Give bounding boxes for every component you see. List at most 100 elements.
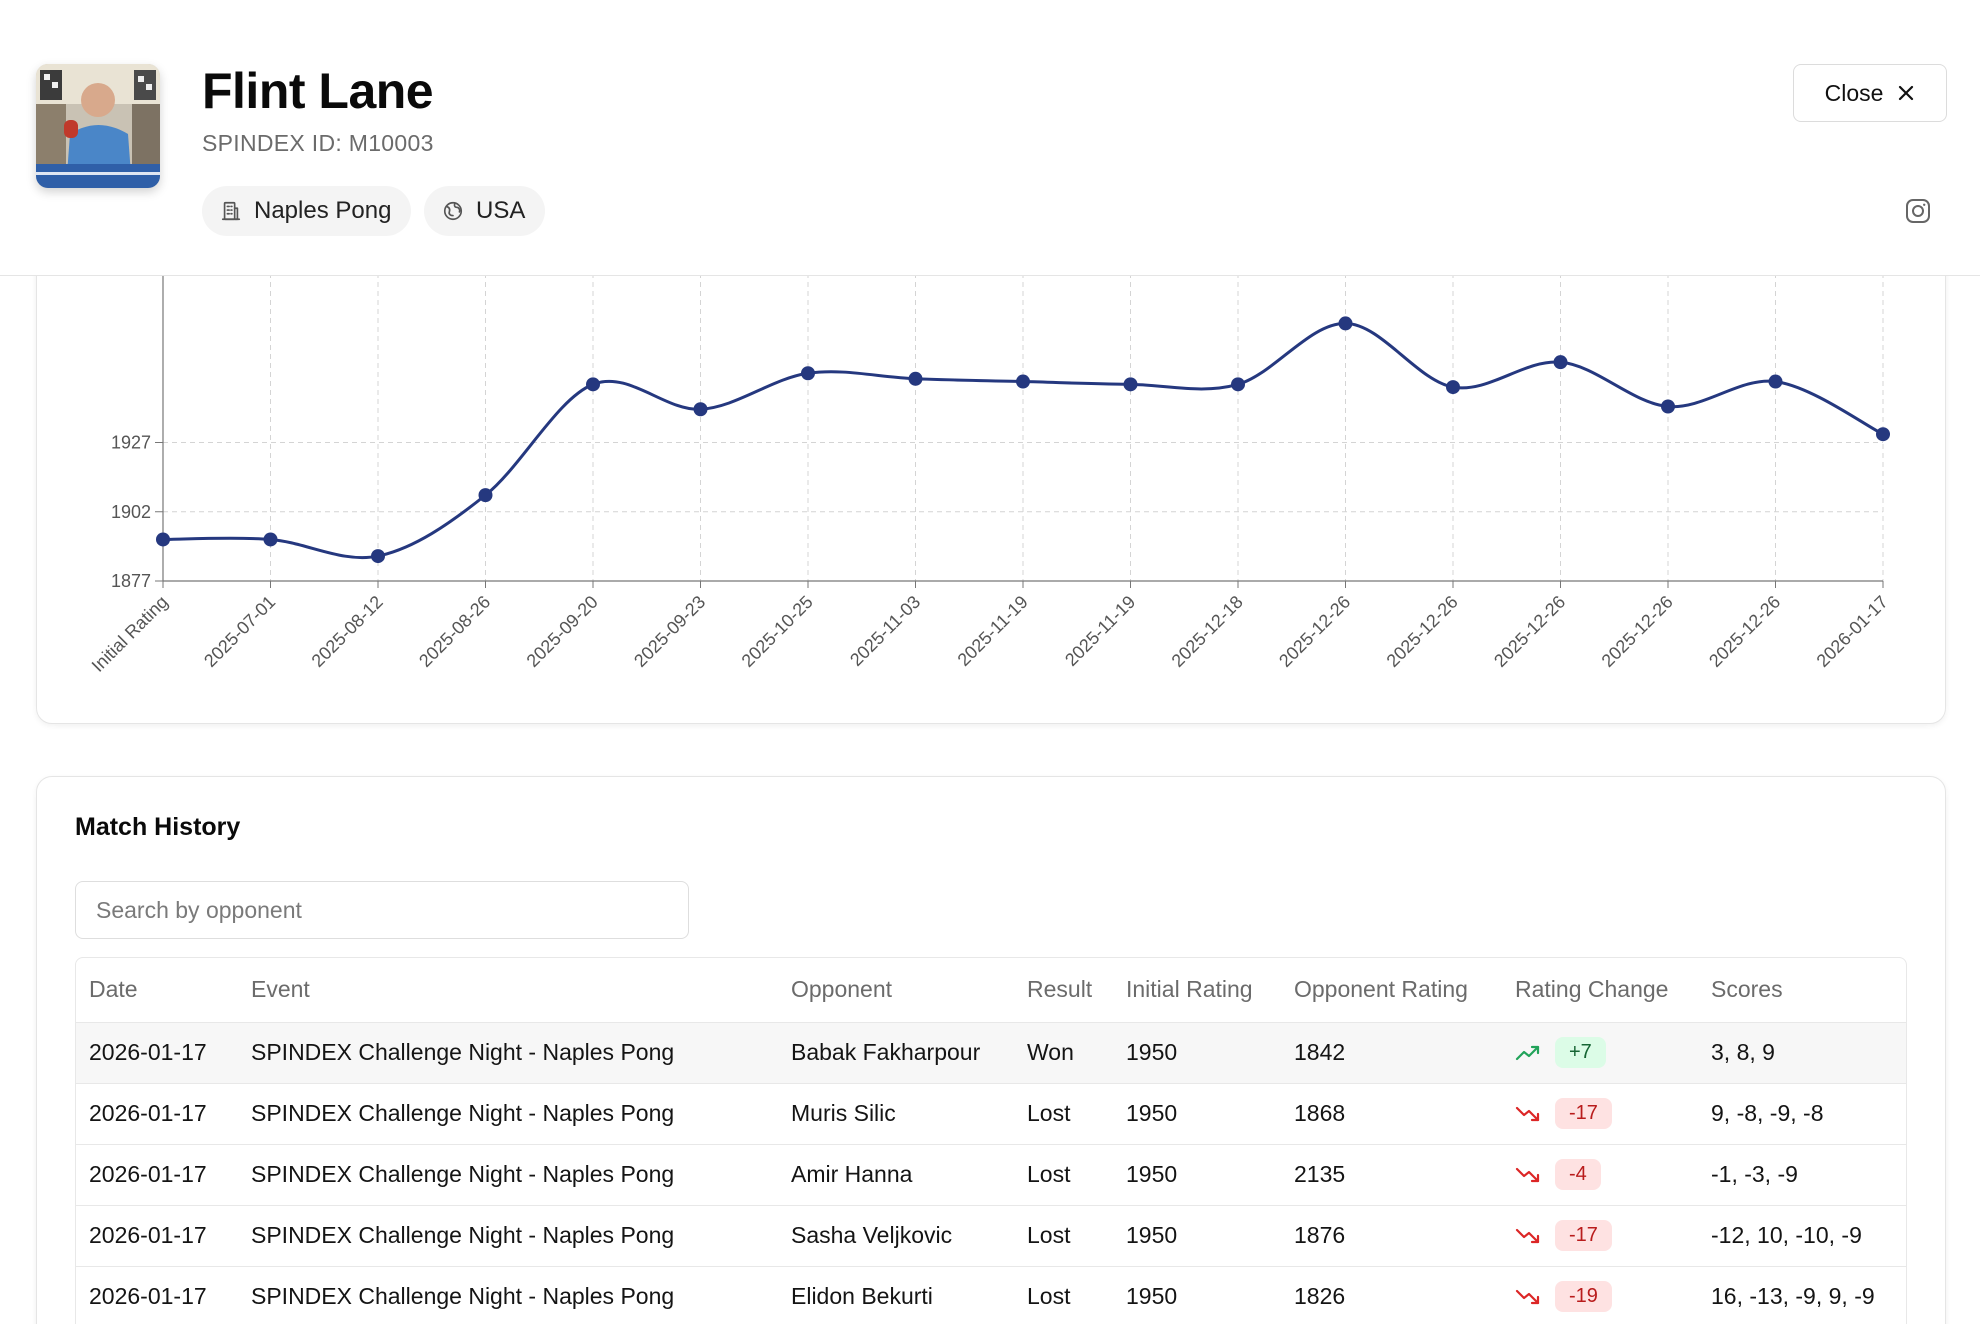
cell-opponent-rating: 2135: [1281, 1144, 1502, 1206]
cell-opponent: Babak Fakharpour: [778, 1022, 1014, 1084]
column-header-scores[interactable]: Scores: [1698, 958, 1906, 1023]
rating-data-point: [1446, 380, 1460, 395]
x-tick-label: 2025-12-26: [1383, 592, 1462, 671]
match-history-table-wrap: Date Event Opponent Result Initial Ratin…: [75, 957, 1907, 1324]
cell-event: SPINDEX Challenge Night - Naples Pong: [238, 1022, 778, 1084]
x-tick-label: 2025-12-26: [1275, 592, 1354, 671]
column-header-opponent[interactable]: Opponent: [778, 958, 1014, 1023]
instagram-icon[interactable]: [1903, 196, 1933, 226]
cell-opponent-rating: 1826: [1281, 1266, 1502, 1324]
cell-scores: -1, -3, -9: [1698, 1144, 1906, 1206]
trending-up-icon: [1515, 1045, 1540, 1060]
cell-result: Lost: [1014, 1144, 1113, 1206]
rating-data-point: [478, 488, 493, 503]
player-name: Flint Lane: [202, 63, 434, 119]
table-row[interactable]: 2026-01-17 SPINDEX Challenge Night - Napl…: [76, 1022, 1906, 1084]
rating-data-point: [1123, 377, 1138, 392]
rating-data-point: [1338, 316, 1353, 331]
cell-opponent-rating: 1868: [1281, 1083, 1502, 1145]
cell-opponent: Muris Silic: [778, 1083, 1014, 1145]
column-header-rating-change[interactable]: Rating Change: [1502, 958, 1698, 1023]
y-tick-label: 1877: [111, 571, 151, 591]
x-tick-label: 2025-11-19: [954, 592, 1032, 670]
cell-result: Lost: [1014, 1266, 1113, 1324]
close-icon: [1899, 85, 1914, 101]
cell-event: SPINDEX Challenge Night - Naples Pong: [238, 1266, 778, 1324]
cell-event: SPINDEX Challenge Night - Naples Pong: [238, 1205, 778, 1267]
club-chip[interactable]: Naples Pong: [202, 186, 412, 236]
rating-data-point: [1016, 374, 1030, 389]
table-row[interactable]: 2026-01-17 SPINDEX Challenge Night - Napl…: [76, 1266, 1906, 1324]
globe-icon: [443, 201, 463, 221]
column-header-opponent-rating[interactable]: Opponent Rating: [1281, 958, 1502, 1023]
x-tick-label: 2025-08-12: [308, 592, 387, 671]
cell-scores: 9, -8, -9, -8: [1698, 1083, 1906, 1145]
opponent-search-input[interactable]: [75, 881, 689, 939]
y-tick-label: 1902: [111, 502, 151, 522]
trending-down-icon: [1515, 1228, 1540, 1243]
x-tick-label: 2025-09-20: [523, 592, 602, 671]
rating-change-badge: -4: [1555, 1159, 1601, 1190]
x-tick-label: 2025-11-19: [1061, 592, 1139, 670]
club-label: Naples Pong: [254, 197, 392, 224]
table-row[interactable]: 2026-01-17 SPINDEX Challenge Night - Napl…: [76, 1144, 1906, 1206]
table-header-row: Date Event Opponent Result Initial Ratin…: [76, 958, 1906, 1023]
rating-change-badge: +7: [1555, 1037, 1606, 1068]
rating-change-badge: -19: [1555, 1281, 1612, 1312]
x-tick-label: 2025-10-25: [738, 592, 817, 671]
cell-date: 2026-01-17: [76, 1083, 238, 1145]
cell-initial-rating: 1950: [1113, 1266, 1281, 1324]
cell-date: 2026-01-17: [76, 1266, 238, 1324]
cell-date: 2026-01-17: [76, 1205, 238, 1267]
column-header-event[interactable]: Event: [238, 958, 778, 1023]
rating-data-point: [801, 366, 815, 381]
x-tick-label: 2025-07-01: [200, 592, 279, 671]
column-header-initial-rating[interactable]: Initial Rating: [1113, 958, 1281, 1023]
x-tick-label: 2025-08-26: [415, 592, 494, 671]
x-tick-label: 2025-09-23: [630, 592, 709, 671]
rating-data-point: [1661, 399, 1675, 414]
cell-scores: 16, -13, -9, 9, -9: [1698, 1266, 1906, 1324]
rating-data-point: [156, 532, 170, 547]
rating-chart-card: 1877 1902 1927 Initial Rating 2025-07-01 2025…: [36, 200, 1946, 724]
cell-rating-change: +7: [1502, 1022, 1698, 1084]
match-history-card: Match History Date Event Opponent Result…: [36, 776, 1946, 1324]
building-icon: [221, 201, 241, 221]
cell-opponent: Elidon Bekurti: [778, 1266, 1014, 1324]
rating-data-point: [1768, 374, 1783, 389]
cell-opponent-rating: 1876: [1281, 1205, 1502, 1267]
rating-history-chart: 1877 1902 1927 Initial Rating 2025-07-01 2025…: [88, 201, 1892, 676]
table-row[interactable]: 2026-01-17 SPINDEX Challenge Night - Napl…: [76, 1205, 1906, 1267]
match-history-title: Match History: [75, 813, 241, 841]
table-row[interactable]: 2026-01-17 SPINDEX Challenge Night - Napl…: [76, 1083, 1906, 1145]
cell-initial-rating: 1950: [1113, 1022, 1281, 1084]
country-label: USA: [476, 197, 526, 224]
rating-data-point: [1231, 377, 1245, 392]
cell-rating-change: -19: [1502, 1266, 1698, 1324]
column-header-date[interactable]: Date: [76, 958, 238, 1023]
cell-event: SPINDEX Challenge Night - Naples Pong: [238, 1144, 778, 1206]
rating-data-point: [908, 371, 923, 386]
cell-date: 2026-01-17: [76, 1144, 238, 1206]
player-spindex-id: SPINDEX ID: M10003: [202, 130, 434, 156]
y-tick-label: 1927: [111, 433, 151, 453]
trending-down-icon: [1515, 1289, 1540, 1304]
column-header-result[interactable]: Result: [1014, 958, 1113, 1023]
x-tick-label: 2025-11-03: [846, 592, 924, 670]
cell-opponent: Amir Hanna: [778, 1144, 1014, 1206]
country-chip[interactable]: USA: [424, 186, 546, 236]
cell-initial-rating: 1950: [1113, 1144, 1281, 1206]
x-tick-label: Initial Rating: [88, 592, 172, 676]
cell-event: SPINDEX Challenge Night - Naples Pong: [238, 1083, 778, 1145]
close-label: Close: [1824, 79, 1884, 106]
close-button[interactable]: Close: [1793, 64, 1947, 122]
cell-initial-rating: 1950: [1113, 1205, 1281, 1267]
rating-data-point: [693, 402, 708, 417]
cell-initial-rating: 1950: [1113, 1083, 1281, 1145]
rating-data-point: [371, 549, 385, 564]
cell-opponent: Sasha Veljkovic: [778, 1205, 1014, 1267]
trending-down-icon: [1515, 1167, 1540, 1182]
rating-change-badge: -17: [1555, 1220, 1612, 1251]
cell-scores: 3, 8, 9: [1698, 1022, 1906, 1084]
trending-down-icon: [1515, 1106, 1540, 1121]
